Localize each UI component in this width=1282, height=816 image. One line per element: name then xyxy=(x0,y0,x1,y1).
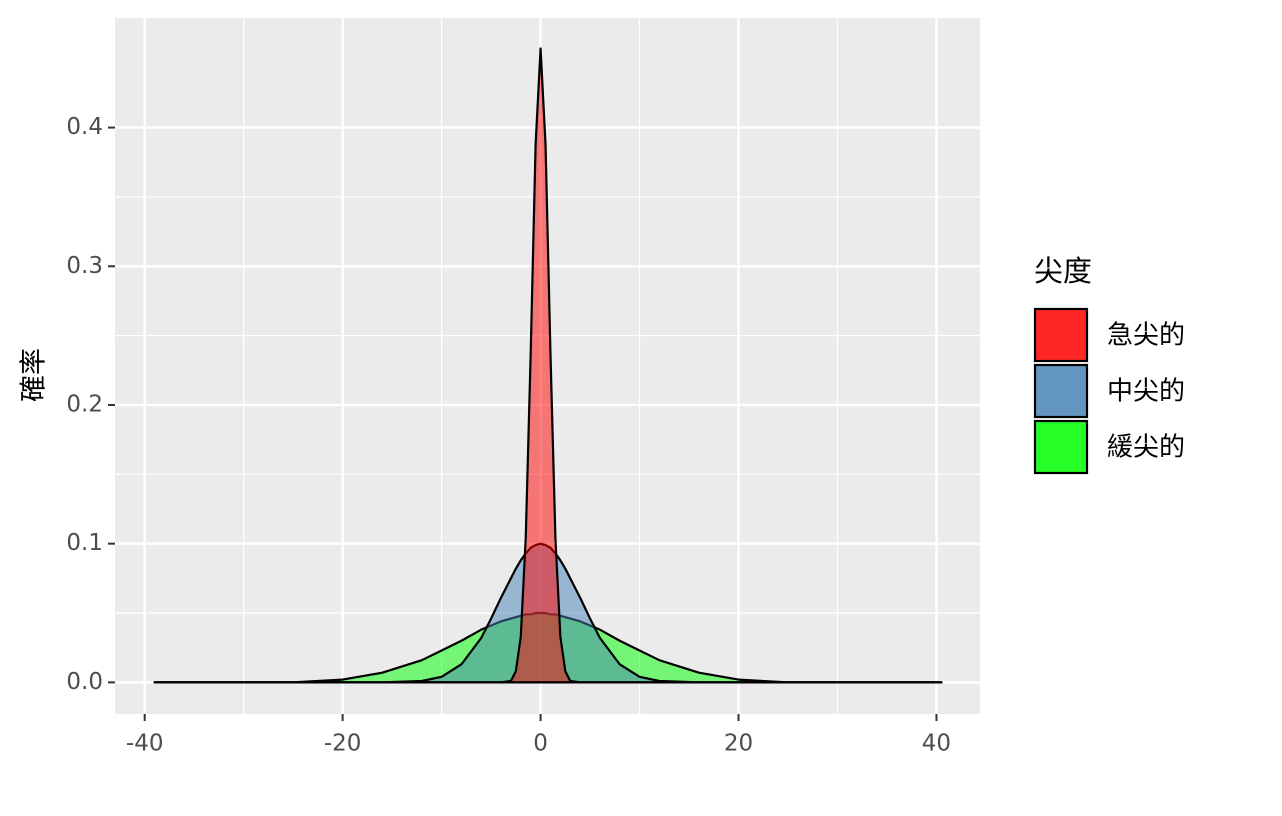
y-tick-label: 0.0 xyxy=(66,669,103,695)
density-area xyxy=(153,47,943,684)
legend-key xyxy=(1033,307,1089,363)
legend-label: 中尖的 xyxy=(1107,377,1185,407)
y-tick-label: 0.2 xyxy=(66,391,103,417)
legend-key xyxy=(1033,419,1089,475)
y-tick-label: 0.1 xyxy=(66,530,103,556)
y-tick-label: 0.4 xyxy=(66,114,103,140)
x-tick-label: 0 xyxy=(533,731,548,757)
y-tick-label: 0.3 xyxy=(66,253,103,279)
legend-label: 急尖的 xyxy=(1107,321,1185,351)
legend-label: 緩尖的 xyxy=(1107,433,1185,463)
x-tick-label: 20 xyxy=(724,731,753,757)
x-tick-label: 40 xyxy=(922,731,951,757)
x-tick-label: -40 xyxy=(126,731,164,757)
x-tick-label: -20 xyxy=(324,731,362,757)
legend-key xyxy=(1033,363,1089,419)
y-axis-label: 確率 xyxy=(19,348,50,402)
legend-title: 尖度 xyxy=(1034,254,1092,288)
